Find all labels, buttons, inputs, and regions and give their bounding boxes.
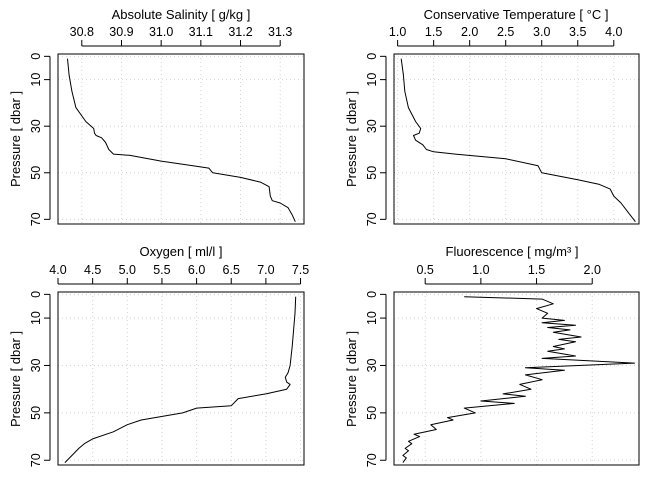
- x-tick-label: 4.0: [605, 25, 622, 39]
- x-tick-label: 5.0: [119, 263, 136, 277]
- x-tick-label: 0.5: [416, 263, 433, 277]
- ylabel-oxygen: Pressure [ dbar ]: [8, 331, 23, 427]
- x-tick-label: 1.5: [528, 263, 545, 277]
- x-tick-label: 4.0: [49, 263, 66, 277]
- profile-line-fluorescence: [402, 296, 635, 463]
- y-tick-label: 70: [365, 453, 379, 467]
- x-tick-label: 30.9: [109, 25, 133, 39]
- panel-title-oxygen: Oxygen [ ml/l ]: [139, 244, 222, 259]
- x-tick-label: 7.5: [292, 263, 309, 277]
- y-tick-label: 50: [29, 166, 43, 180]
- x-tick-label: 31.0: [149, 25, 173, 39]
- y-tick-label: 50: [365, 166, 379, 180]
- y-tick-label: 50: [365, 406, 379, 420]
- x-tick-label: 6.5: [223, 263, 240, 277]
- plot-frame-conservative-temperature: [393, 53, 640, 225]
- y-tick-label: 10: [29, 73, 43, 87]
- y-tick-label: 10: [365, 73, 379, 87]
- x-tick-label: 7.0: [257, 263, 274, 277]
- panel-title-absolute-salinity: Absolute Salinity [ g/kg ]: [112, 7, 251, 22]
- x-tick-label: 30.8: [70, 25, 94, 39]
- y-tick-label: 50: [29, 406, 43, 420]
- y-tick-label: 30: [365, 119, 379, 133]
- plot-frame-oxygen: [57, 291, 305, 466]
- x-tick-label: 6.0: [188, 263, 205, 277]
- x-tick-label: 31.1: [189, 25, 213, 39]
- y-tick-label: 70: [365, 212, 379, 226]
- x-tick-label: 31.2: [228, 25, 252, 39]
- profile-line-oxygen: [64, 296, 297, 463]
- x-tick-label: 5.5: [153, 263, 170, 277]
- x-tick-label: 4.5: [84, 263, 101, 277]
- panel-fluorescence: Fluorescence [ mg/m³ ] Pressure [ dbar ]…: [344, 244, 640, 467]
- y-tick-label: 0: [29, 291, 43, 298]
- y-tick-label: 30: [29, 358, 43, 372]
- profile-line-conservative-temperature: [400, 58, 636, 223]
- y-tick-label: 0: [365, 53, 379, 60]
- x-tick-label: 31.3: [268, 25, 292, 39]
- x-tick-label: 3.5: [569, 25, 586, 39]
- panel-title-conservative-temperature: Conservative Temperature [ °C ]: [424, 7, 609, 22]
- y-tick-label: 0: [365, 291, 379, 298]
- y-tick-label: 0: [29, 53, 43, 60]
- x-tick-label: 1.0: [472, 263, 489, 277]
- x-tick-label: 2.5: [497, 25, 514, 39]
- y-tick-label: 70: [29, 453, 43, 467]
- x-tick-label: 1.0: [389, 25, 406, 39]
- panel-title-fluorescence: Fluorescence [ mg/m³ ]: [446, 244, 579, 259]
- panel-oxygen: Oxygen [ ml/l ] Pressure [ dbar ] 4.0 4.5…: [8, 244, 309, 467]
- y-tick-label: 10: [365, 311, 379, 325]
- ylabel-fluorescence: Pressure [ dbar ]: [344, 331, 359, 427]
- x-tick-label: 2.0: [584, 263, 601, 277]
- plot-frame-absolute-salinity: [57, 53, 305, 225]
- x-tick-label: 1.5: [425, 25, 442, 39]
- x-tick-label: 3.0: [533, 25, 550, 39]
- ylabel-conservative-temperature: Pressure [ dbar ]: [344, 91, 359, 187]
- y-tick-label: 30: [29, 119, 43, 133]
- panel-absolute-salinity: Absolute Salinity [ g/kg ] Pressure [ db…: [8, 7, 305, 226]
- y-tick-label: 70: [29, 212, 43, 226]
- x-tick-label: 2.0: [461, 25, 478, 39]
- panel-conservative-temperature: Conservative Temperature [ °C ] Pressure…: [344, 7, 640, 226]
- plot-frame-fluorescence: [393, 291, 640, 466]
- profile-line-absolute-salinity: [67, 58, 296, 222]
- ylabel-absolute-salinity: Pressure [ dbar ]: [8, 91, 23, 187]
- y-tick-label: 10: [29, 311, 43, 325]
- y-tick-label: 30: [365, 358, 379, 372]
